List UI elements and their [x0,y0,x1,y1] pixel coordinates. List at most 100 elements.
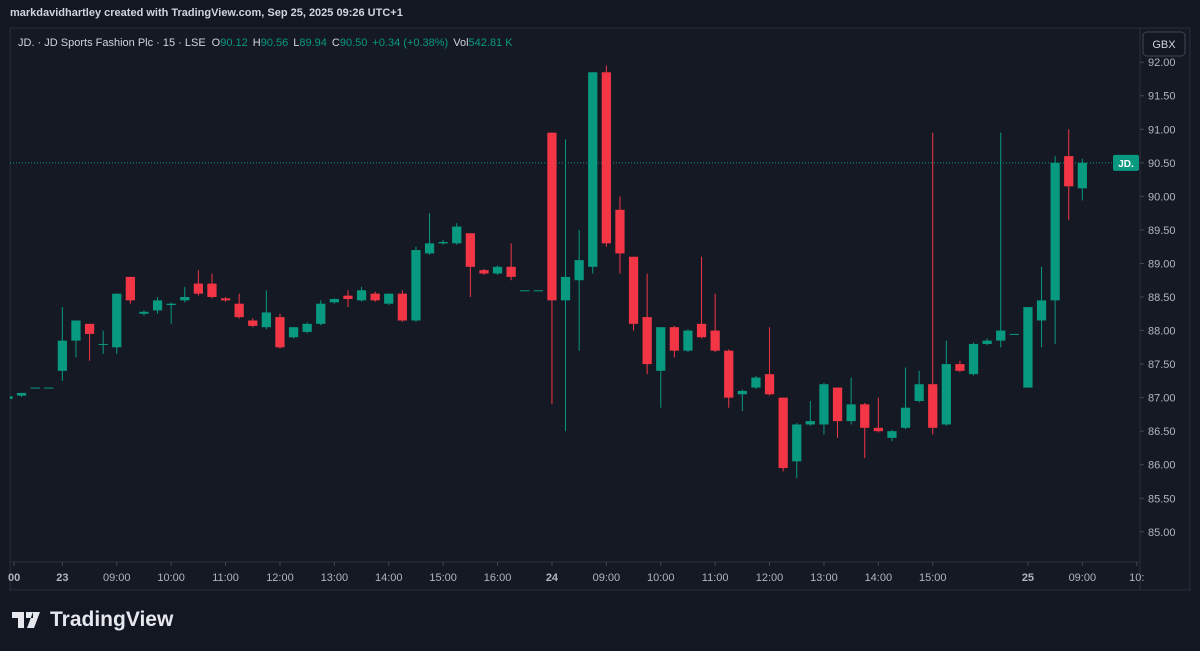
candle-body [288,327,299,338]
candle-body [1064,156,1074,187]
candle-body [1023,307,1033,388]
y-tick-label: 86.00 [1148,460,1176,472]
legend-value: 89.94 [299,37,327,49]
x-tick-label: 12:00 [756,572,784,584]
x-tick-label: 00 [8,572,20,584]
candle-body [887,431,897,438]
candle-body [57,340,67,371]
candle-body [356,290,367,301]
x-tick-label: 15:00 [429,572,457,584]
candle-body [71,320,81,341]
candle-body [302,323,312,332]
candle-body [873,427,883,432]
y-tick-label: 90.50 [1148,158,1176,170]
x-tick-label: 24 [546,572,559,584]
candle-body [30,387,40,389]
y-tick-label: 85.50 [1148,493,1176,505]
y-tick-label: 92.00 [1148,57,1176,69]
candle-body [574,260,584,281]
y-tick-label: 89.00 [1148,258,1176,270]
candle-body [832,387,843,422]
candle-body [506,266,516,277]
candle-body [98,343,108,345]
x-tick-label: 10: [1129,572,1144,584]
candle-body [343,295,353,300]
x-tick-label: 11:00 [702,572,729,584]
x-tick-label: 12:00 [266,572,294,584]
plot [10,65,1140,479]
candle-body [805,421,815,425]
candle-body [778,397,788,469]
candle-body [737,390,747,395]
y-tick-label: 91.50 [1148,91,1176,103]
legend-key: L [293,37,299,49]
candle-body [1077,162,1087,189]
candle-body [656,327,666,371]
candle-body [465,233,475,267]
currency-button[interactable]: GBX [1142,31,1186,57]
x-tick-label: 15:00 [919,572,947,584]
y-tick-label: 90.00 [1148,191,1176,203]
candle-body [696,323,707,338]
candle-body [642,317,652,365]
legend-key: O [212,37,221,49]
candle-body [914,384,924,401]
credit: markdavidhartley created with TradingVie… [10,7,403,19]
x-tick-label: 14:00 [865,572,893,584]
candle-body [166,303,176,306]
candle-body [1009,333,1019,335]
x-tick-label: 25 [1022,572,1034,584]
candle-body [112,293,122,348]
candle-body [452,226,462,244]
legend-symbol: JD. · JD Sports Fashion Plc · 15 · LSE [18,37,206,49]
candle-body [370,293,380,301]
candle-body [615,209,625,254]
x-tick-label: 11:00 [212,572,239,584]
candle-body [520,290,530,292]
candle-body [180,297,190,301]
candle-body [547,132,557,301]
candle-body [955,364,965,371]
x-tick-label: 10:00 [157,572,185,584]
brand-logo [12,612,40,628]
candle-body [384,293,394,304]
candle-body [207,283,217,298]
candle-body [533,290,543,292]
y-tick-label: 88.50 [1148,292,1176,304]
candle-body [139,311,149,314]
brand: TradingView [12,608,173,632]
candle-body [968,343,979,375]
legend-value: 90.12 [220,37,248,49]
candle-body [928,384,938,428]
candle-body [152,300,163,311]
legend-key: H [253,37,261,49]
candle-body [724,350,734,398]
y-tick-label: 88.00 [1148,326,1176,338]
candle-body [792,424,802,462]
y-tick-label: 87.00 [1148,393,1176,405]
x-tick-label: 13:00 [321,572,349,584]
candle-body [275,317,285,348]
currency-button-label[interactable]: GBX [1152,39,1176,51]
candle-body [248,320,258,326]
x-tick-label: 13:00 [810,572,838,584]
y-tick-label: 91.00 [1148,124,1176,136]
legend: JD. · JD Sports Fashion Plc · 15 · LSE O9… [18,37,513,49]
candle-body [220,298,231,301]
chart-frame [9,27,1191,591]
candle-body [846,404,856,422]
candle-body [397,293,407,321]
candle-body [424,243,435,254]
candle-body [234,303,244,318]
legend-value: 90.50 [340,37,368,49]
x-tick-label: 14:00 [375,572,403,584]
candle-body [261,312,271,328]
currency-button-box[interactable] [1142,31,1186,57]
legend-key: C [332,37,340,49]
candle-body [860,404,870,428]
candle-body [492,266,503,274]
candle-body [479,270,489,274]
candle-body [44,387,54,389]
candle-body [10,396,13,399]
